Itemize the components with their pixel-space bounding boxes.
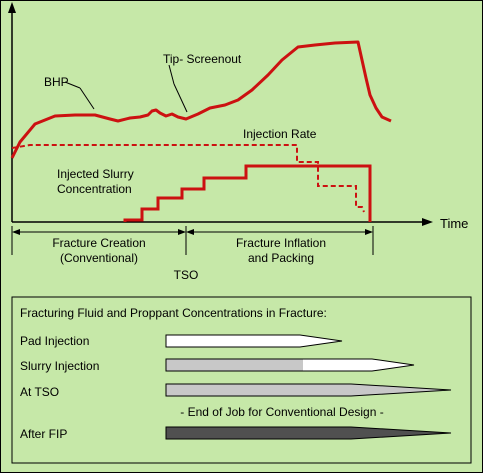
concentrations-title: Fracturing Fluid and Proppant Concentrat… [20,306,327,320]
y-axis-arrowhead [8,2,16,13]
row-label-after-fip: After FIP [20,427,67,441]
pad-injection-bar [165,334,343,348]
creation-label-line2: (Conventional) [60,251,138,265]
inflation-label-line2: and Packing [248,251,314,265]
slurry-label-line2: Concentration [57,182,132,196]
creation-arrow-left [12,229,20,235]
tip-screenout-leader-2 [173,83,188,113]
creation-label-bg [42,235,160,264]
inflation-arrow-left [186,229,194,235]
injection-rate-curve [11,144,365,213]
slurry-concentration-curve [123,164,372,222]
bhp-leader-2 [79,87,95,110]
bhp-curve [10,40,392,159]
slurry-injection-bar [165,358,415,372]
tip-screenout-leader [168,64,175,85]
row-label-slurry-injection: Slurry Injection [20,359,99,373]
inflation-label-line1: Fracture Inflation [236,236,326,250]
creation-label-line1: Fracture Creation [52,236,145,250]
time-axis-label: Time [440,216,468,231]
tip-screenout-label: Tip- Screenout [163,52,242,66]
row-label-at-tso: At TSO [20,385,59,399]
at-tso-bar [165,383,452,397]
slurry-injection-bar-tip [303,359,414,371]
bhp-leader [64,81,81,89]
injection-rate-label: Injection Rate [243,127,317,141]
x-axis-arrowhead [422,218,433,226]
end-of-job-note: - End of Job for Conventional Design - [180,405,383,419]
inflation-label-bg [226,235,336,264]
after-fip-bar [165,426,452,440]
tso-label: TSO [174,268,199,282]
slurry-label-line1: Injected Slurry [57,167,134,181]
bhp-label: BHP [44,75,69,89]
slurry-injection-bar-fill [166,359,303,371]
inflation-arrow-right [365,229,373,235]
creation-arrow-right [178,229,186,235]
row-label-pad-injection: Pad Injection [20,334,89,348]
